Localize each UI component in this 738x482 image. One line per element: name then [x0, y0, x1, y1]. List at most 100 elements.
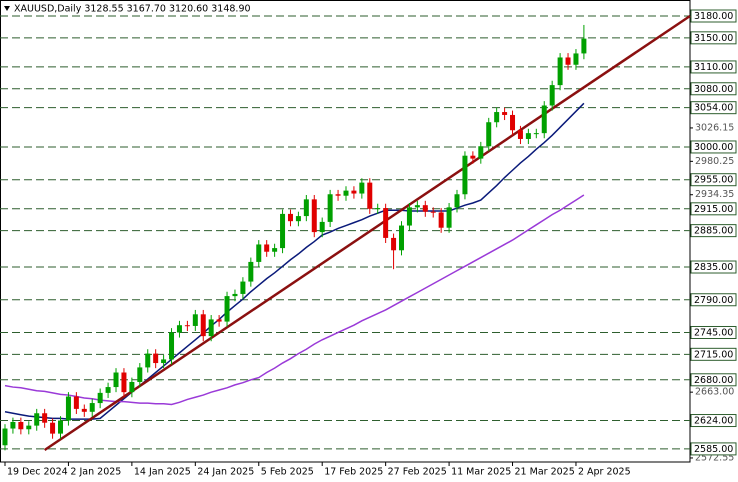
level-label: 3150.00 — [694, 33, 733, 44]
level-label-box — [690, 82, 737, 96]
candle-body — [264, 244, 270, 252]
x-tick-label: 24 Jan 2025 — [197, 467, 254, 478]
candle-body — [343, 190, 349, 196]
y-tick-label: 3026.15 — [695, 122, 734, 133]
candle-body — [367, 182, 373, 209]
candle-body — [89, 403, 95, 412]
x-tick-label: 5 Feb 2025 — [261, 467, 314, 478]
level-label: 2835.00 — [694, 262, 733, 273]
level-label-box — [690, 101, 737, 115]
level-label: 2680.00 — [694, 375, 733, 386]
candle-body — [97, 392, 103, 404]
y-tick-label: 2572.55 — [695, 452, 734, 463]
candle-body — [73, 396, 79, 409]
candle-body — [145, 353, 151, 368]
level-label: 2745.00 — [694, 327, 733, 338]
level-label: 2624.00 — [694, 416, 733, 427]
candle-body — [287, 213, 293, 222]
level-label: 3080.00 — [694, 84, 733, 95]
x-tick-label: 21 Mar 2025 — [515, 467, 575, 478]
level-label-box — [690, 173, 737, 187]
level-label-box — [690, 373, 737, 387]
candle-body — [10, 421, 16, 429]
candle-body — [161, 359, 167, 364]
y-tick-label: 2663.00 — [695, 387, 734, 398]
candle-body — [414, 205, 420, 208]
candle-body — [406, 207, 412, 226]
level-label-box — [690, 9, 737, 23]
candle-body — [42, 413, 48, 423]
candle-body — [502, 112, 508, 115]
candle-body — [58, 420, 64, 434]
candle-body — [351, 190, 357, 194]
candle-body — [422, 205, 428, 212]
candle-body — [581, 38, 587, 54]
candle-body — [200, 314, 206, 337]
candle-body — [557, 57, 563, 86]
candle-body — [248, 261, 254, 282]
candle-body — [470, 155, 476, 159]
x-tick-label: 2 Jan 2025 — [70, 467, 121, 478]
level-label-box — [690, 293, 737, 307]
candle-body — [486, 122, 492, 147]
level-label-box — [690, 442, 737, 456]
candle-body — [208, 319, 214, 337]
level-label-box — [690, 140, 737, 154]
candle-body — [541, 105, 547, 134]
candle-body — [192, 314, 198, 326]
candle-body — [272, 248, 278, 252]
candle-body — [573, 53, 579, 65]
candle-body — [26, 425, 32, 430]
candle-body — [153, 353, 159, 364]
candle-body — [478, 146, 484, 159]
x-tick-label: 11 Mar 2025 — [451, 467, 511, 478]
candle-body — [319, 221, 325, 233]
candle-body — [375, 208, 381, 210]
candle-body — [399, 225, 405, 251]
candle-body — [280, 213, 286, 249]
candle-body — [137, 367, 143, 382]
candle-body — [2, 428, 8, 446]
level-label-box — [690, 414, 737, 428]
level-label: 3180.00 — [694, 11, 733, 22]
level-label: 3110.00 — [694, 62, 733, 73]
candle-body — [446, 207, 452, 228]
level-label: 3054.00 — [694, 103, 733, 114]
candle-body — [18, 421, 24, 430]
x-tick-label: 2 Apr 2025 — [578, 467, 631, 478]
level-label-box — [690, 60, 737, 74]
candle-body — [383, 208, 389, 238]
y-tick-label: 2980.25 — [695, 156, 734, 167]
level-label-box — [690, 260, 737, 274]
candle-body — [184, 325, 190, 327]
chart-title: XAUUSD,Daily 3128.55 3167.70 3120.60 314… — [14, 4, 251, 15]
candle-body — [50, 422, 56, 434]
candle-body — [510, 114, 516, 131]
x-tick-label: 19 Dec 2024 — [7, 467, 68, 478]
candle-body — [533, 133, 539, 135]
candle-body — [81, 408, 87, 412]
candle-body — [549, 85, 555, 106]
candle-body — [105, 387, 111, 393]
candle-body — [327, 194, 333, 222]
candle-body — [494, 112, 500, 123]
level-label-box — [690, 224, 737, 238]
level-label: 2790.00 — [694, 295, 733, 306]
level-label-box — [690, 325, 737, 339]
level-label: 2915.00 — [694, 204, 733, 215]
candle-body — [462, 155, 468, 195]
level-label: 2955.00 — [694, 175, 733, 186]
candle-body — [169, 332, 175, 360]
candle-body — [295, 216, 301, 222]
level-label: 2715.00 — [694, 349, 733, 360]
menu-icon — [4, 6, 10, 11]
candle-body — [121, 372, 127, 393]
candle-body — [216, 319, 222, 322]
candle-body — [454, 194, 460, 208]
plot-frame — [0, 0, 691, 463]
candle-body — [303, 199, 309, 217]
moving-average — [4, 102, 585, 420]
x-tick-label: 27 Feb 2025 — [388, 467, 447, 478]
candle-body — [430, 211, 436, 213]
